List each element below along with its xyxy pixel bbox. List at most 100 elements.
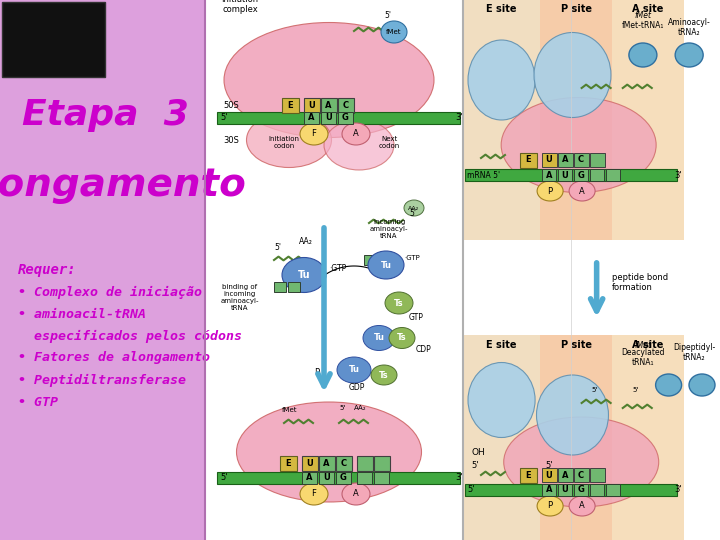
Text: 5': 5' bbox=[467, 485, 474, 495]
Text: G: G bbox=[577, 171, 585, 179]
Text: E site: E site bbox=[486, 4, 517, 14]
FancyBboxPatch shape bbox=[542, 484, 557, 496]
Text: C: C bbox=[343, 100, 348, 110]
FancyBboxPatch shape bbox=[279, 456, 297, 470]
FancyBboxPatch shape bbox=[463, 0, 540, 240]
FancyBboxPatch shape bbox=[356, 456, 372, 470]
Ellipse shape bbox=[656, 374, 682, 396]
Text: mRNA 5': mRNA 5' bbox=[467, 171, 500, 179]
Ellipse shape bbox=[629, 43, 657, 67]
Text: C: C bbox=[578, 470, 584, 480]
Text: A: A bbox=[308, 113, 315, 123]
Ellipse shape bbox=[504, 417, 659, 507]
Text: Alongamento: Alongamento bbox=[0, 166, 246, 204]
Text: A: A bbox=[546, 485, 552, 495]
FancyBboxPatch shape bbox=[590, 484, 604, 496]
Text: Deacylated
tRNA₁: Deacylated tRNA₁ bbox=[621, 348, 665, 367]
Text: Requer:: Requer: bbox=[18, 263, 76, 277]
Ellipse shape bbox=[569, 181, 595, 201]
Ellipse shape bbox=[385, 292, 413, 314]
Text: 5': 5' bbox=[633, 387, 639, 393]
Text: A: A bbox=[562, 470, 568, 480]
Text: 5': 5' bbox=[220, 474, 228, 483]
FancyBboxPatch shape bbox=[356, 472, 372, 484]
FancyBboxPatch shape bbox=[574, 152, 589, 166]
Text: binding of
incoming
aminoacyl-
tRNA: binding of incoming aminoacyl- tRNA bbox=[221, 284, 259, 311]
Ellipse shape bbox=[342, 483, 370, 505]
FancyBboxPatch shape bbox=[217, 472, 460, 484]
Text: • Peptidiltransferase: • Peptidiltransferase bbox=[18, 374, 186, 387]
Text: fMet: fMet bbox=[386, 29, 402, 35]
Ellipse shape bbox=[537, 181, 563, 201]
Text: CDP: CDP bbox=[416, 345, 432, 354]
Ellipse shape bbox=[282, 258, 326, 293]
FancyBboxPatch shape bbox=[282, 98, 299, 112]
Text: Tu: Tu bbox=[297, 270, 310, 280]
FancyBboxPatch shape bbox=[320, 98, 336, 112]
FancyBboxPatch shape bbox=[304, 112, 319, 124]
FancyBboxPatch shape bbox=[465, 169, 677, 181]
Text: 5': 5' bbox=[409, 209, 416, 218]
Text: Ts: Ts bbox=[397, 334, 407, 342]
Text: P: P bbox=[547, 186, 553, 195]
Ellipse shape bbox=[300, 123, 328, 145]
FancyBboxPatch shape bbox=[465, 484, 677, 496]
FancyBboxPatch shape bbox=[590, 152, 605, 166]
Text: AA₂: AA₂ bbox=[299, 237, 313, 246]
FancyBboxPatch shape bbox=[574, 484, 588, 496]
FancyBboxPatch shape bbox=[542, 168, 557, 181]
Text: 3': 3' bbox=[674, 171, 682, 179]
Ellipse shape bbox=[236, 402, 421, 502]
Text: A: A bbox=[325, 100, 332, 110]
Text: especificados pelos códons: especificados pelos códons bbox=[18, 329, 242, 342]
Text: 5': 5' bbox=[545, 461, 553, 470]
FancyBboxPatch shape bbox=[374, 472, 390, 484]
FancyBboxPatch shape bbox=[205, 0, 463, 540]
FancyBboxPatch shape bbox=[336, 472, 351, 484]
Text: 5': 5' bbox=[592, 387, 598, 393]
FancyBboxPatch shape bbox=[338, 112, 354, 124]
Ellipse shape bbox=[569, 496, 595, 516]
Text: U: U bbox=[325, 113, 332, 123]
FancyBboxPatch shape bbox=[302, 456, 318, 470]
Text: E: E bbox=[526, 156, 531, 165]
FancyBboxPatch shape bbox=[274, 282, 287, 292]
Text: Incoming
aminoacyl-
tRNA: Incoming aminoacyl- tRNA bbox=[370, 219, 408, 239]
Text: 5': 5' bbox=[384, 11, 391, 20]
FancyBboxPatch shape bbox=[540, 335, 612, 540]
Text: F: F bbox=[312, 130, 316, 138]
Text: • Complexo de iniciação: • Complexo de iniciação bbox=[18, 286, 202, 299]
FancyBboxPatch shape bbox=[338, 98, 354, 112]
Text: Aminoacyl-
tRNA₂: Aminoacyl- tRNA₂ bbox=[667, 18, 711, 37]
Text: fMet: fMet bbox=[282, 407, 297, 413]
FancyBboxPatch shape bbox=[612, 0, 684, 240]
Text: Pᵢ: Pᵢ bbox=[314, 368, 320, 377]
FancyBboxPatch shape bbox=[463, 335, 540, 540]
Text: G: G bbox=[577, 485, 585, 495]
FancyBboxPatch shape bbox=[304, 98, 320, 112]
Text: U: U bbox=[323, 474, 330, 483]
Ellipse shape bbox=[368, 251, 404, 279]
Ellipse shape bbox=[675, 43, 703, 67]
Text: A: A bbox=[353, 489, 359, 498]
Ellipse shape bbox=[363, 326, 395, 350]
FancyBboxPatch shape bbox=[590, 468, 605, 482]
Text: C: C bbox=[341, 458, 346, 468]
Text: E: E bbox=[526, 470, 531, 480]
Text: A: A bbox=[353, 130, 359, 138]
Text: A site: A site bbox=[632, 340, 664, 350]
Text: AA₂: AA₂ bbox=[354, 405, 366, 411]
Text: U: U bbox=[562, 485, 569, 495]
Ellipse shape bbox=[536, 375, 608, 455]
FancyBboxPatch shape bbox=[378, 255, 390, 265]
Text: fMet-tRNA₁: fMet-tRNA₁ bbox=[621, 21, 664, 30]
Ellipse shape bbox=[404, 200, 424, 216]
Ellipse shape bbox=[389, 327, 415, 348]
FancyBboxPatch shape bbox=[336, 456, 351, 470]
FancyBboxPatch shape bbox=[541, 152, 557, 166]
Text: A: A bbox=[306, 474, 312, 483]
Ellipse shape bbox=[537, 496, 563, 516]
Text: 5': 5' bbox=[274, 243, 281, 252]
Text: OH: OH bbox=[471, 448, 485, 457]
FancyBboxPatch shape bbox=[374, 456, 390, 470]
